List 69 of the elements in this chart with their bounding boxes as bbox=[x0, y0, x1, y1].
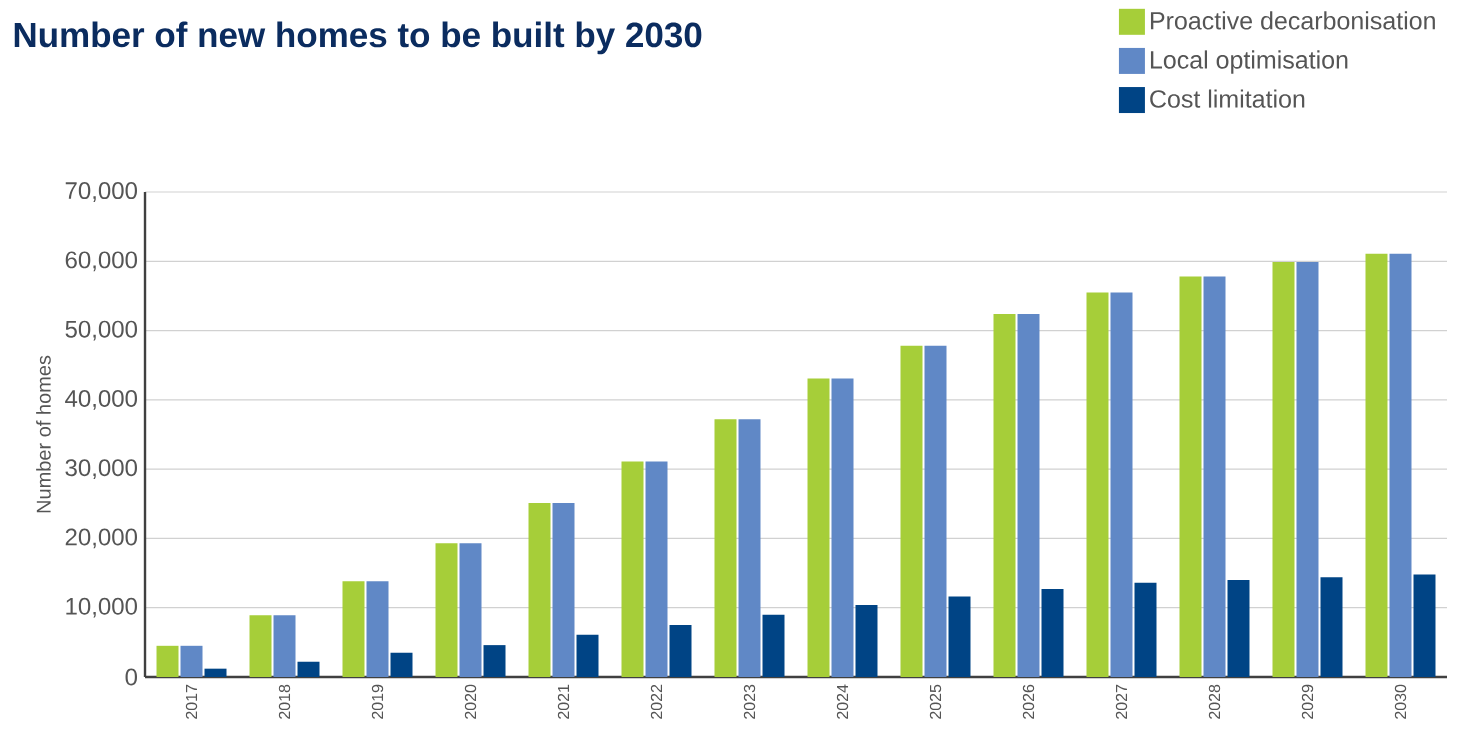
bar bbox=[1320, 577, 1343, 677]
bar bbox=[1179, 276, 1202, 677]
x-tick-label: 2020 bbox=[464, 684, 477, 719]
x-tick-label: 2023 bbox=[743, 684, 756, 719]
bar bbox=[342, 581, 365, 677]
bar bbox=[156, 645, 179, 677]
y-tick-label: 30,000 bbox=[65, 459, 138, 480]
y-tick-label: 70,000 bbox=[65, 182, 138, 202]
bar bbox=[1203, 276, 1226, 677]
y-tick-label: 60,000 bbox=[65, 251, 138, 272]
x-tick-label: 2024 bbox=[836, 684, 849, 719]
x-tick-label: 2026 bbox=[1022, 684, 1035, 719]
bar bbox=[714, 419, 737, 677]
bar bbox=[738, 419, 761, 677]
x-tick-label: 2017 bbox=[185, 684, 198, 719]
bar bbox=[645, 461, 668, 677]
bar bbox=[576, 634, 599, 677]
bar bbox=[249, 615, 272, 677]
x-tick-label: 2029 bbox=[1301, 684, 1314, 719]
x-tick-label: 2022 bbox=[650, 684, 663, 719]
bar bbox=[855, 604, 878, 677]
bar bbox=[1227, 579, 1250, 677]
bar bbox=[483, 645, 506, 677]
x-tick-label: 2027 bbox=[1115, 684, 1128, 719]
bar bbox=[180, 645, 203, 677]
bar bbox=[807, 378, 830, 677]
bar bbox=[390, 652, 413, 677]
bar bbox=[435, 543, 458, 677]
legend-label: Proactive decarbonisation bbox=[1150, 11, 1435, 30]
bar bbox=[669, 625, 692, 677]
bar bbox=[900, 345, 923, 677]
bar bbox=[993, 313, 1016, 677]
bar bbox=[1413, 574, 1436, 677]
x-tick-label: 2028 bbox=[1208, 684, 1221, 719]
x-tick-label: 2030 bbox=[1394, 684, 1407, 719]
y-tick-label: 0 bbox=[125, 668, 138, 686]
bar bbox=[1110, 292, 1133, 677]
x-tick-label: 2025 bbox=[929, 684, 942, 719]
bar bbox=[459, 543, 482, 677]
bar bbox=[948, 596, 971, 677]
bar bbox=[1272, 261, 1295, 677]
bar bbox=[273, 615, 296, 677]
bar bbox=[552, 503, 575, 677]
bar bbox=[1041, 588, 1064, 677]
bar bbox=[762, 614, 785, 677]
chart-title: Number of new homes to be built by 2030 bbox=[14, 21, 702, 55]
y-tick-label: 40,000 bbox=[65, 389, 138, 410]
bar bbox=[297, 661, 320, 677]
bar bbox=[621, 461, 644, 677]
bar bbox=[528, 503, 551, 677]
bar bbox=[1017, 313, 1040, 677]
bar bbox=[1086, 292, 1109, 677]
bar bbox=[831, 378, 854, 677]
y-tick-label: 10,000 bbox=[66, 597, 138, 618]
bar bbox=[1134, 582, 1157, 677]
bar bbox=[924, 345, 947, 677]
y-axis-title: Number of homes bbox=[36, 355, 51, 513]
x-tick-label: 2021 bbox=[557, 684, 570, 719]
bar bbox=[1389, 253, 1412, 677]
y-tick-label: 50,000 bbox=[65, 320, 138, 341]
bar bbox=[366, 581, 389, 677]
x-tick-label: 2019 bbox=[371, 684, 384, 719]
bar bbox=[1296, 261, 1319, 677]
bar bbox=[204, 668, 227, 677]
legend-label: Local optimisation bbox=[1150, 50, 1348, 74]
x-tick-label: 2018 bbox=[278, 684, 291, 719]
bar bbox=[1365, 253, 1388, 677]
legend-label: Cost limitation bbox=[1150, 89, 1305, 108]
y-tick-label: 20,000 bbox=[65, 528, 138, 549]
